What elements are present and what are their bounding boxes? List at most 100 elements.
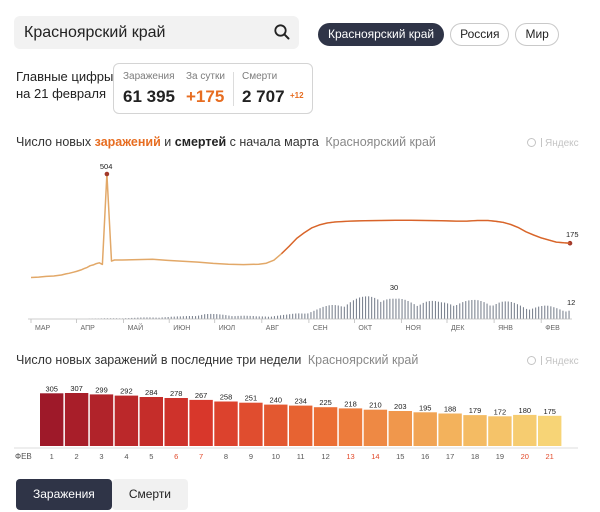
bar-category-label: 12 — [321, 452, 329, 461]
bars-chart-title-text: Число новых заражений в последние три не… — [16, 353, 302, 367]
deaths-bar — [198, 315, 200, 319]
deaths-bar — [538, 306, 540, 319]
bar-category-label: 7 — [199, 452, 203, 461]
yandex-watermark-bars: Яндекс — [527, 356, 579, 367]
deaths-bar — [188, 316, 190, 319]
deaths-bar — [568, 310, 570, 319]
bar-category-label: 11 — [297, 452, 305, 461]
search-icon[interactable] — [273, 23, 291, 41]
bar — [513, 414, 537, 446]
deaths-bar — [191, 316, 193, 319]
bar-category-label: 4 — [124, 452, 128, 461]
tab-infections[interactable]: Заражения — [16, 479, 112, 510]
deaths-bar — [395, 298, 397, 319]
deaths-bar — [425, 301, 427, 319]
deaths-bar — [474, 299, 476, 319]
bar-category-label: 20 — [521, 452, 529, 461]
deaths-bar — [343, 306, 345, 319]
deaths-bar — [371, 296, 373, 319]
deaths-bar — [228, 315, 230, 319]
deaths-bar — [459, 303, 461, 319]
deaths-bar — [161, 317, 163, 319]
stats-card: Заражения 61 395 За сутки +175 Смерти 2 … — [113, 63, 313, 114]
deaths-bar — [213, 314, 215, 319]
deaths-bar — [450, 304, 452, 319]
deaths-bar — [173, 316, 175, 319]
search-input[interactable]: Красноярский край — [24, 24, 166, 41]
main-chart: МАР АПР МАЙ ИЮН ИЮЛ АВГ СЕН ОКТ НОЯ ДЕК ЯНВ ФЕВ 504… — [28, 162, 579, 332]
bar-value-label: 195 — [419, 403, 432, 412]
bar — [363, 409, 388, 446]
deaths-bar — [146, 317, 148, 319]
deaths-bar — [431, 300, 433, 319]
deaths-bar — [404, 299, 406, 319]
deaths-bar — [471, 300, 473, 319]
bar-category-label: 2 — [75, 452, 79, 461]
deaths-bar — [334, 305, 336, 319]
deaths-bar — [219, 314, 221, 319]
metric-tabs: Заражения Смерти — [16, 479, 189, 510]
main-chart-title-prefix: Число новых — [16, 135, 92, 149]
deaths-bar — [277, 315, 279, 319]
bar-value-label: 307 — [70, 384, 83, 393]
bar-value-label: 180 — [519, 406, 532, 415]
deaths-bar — [553, 307, 555, 319]
bar-value-label: 299 — [95, 385, 108, 394]
deaths-bar — [164, 317, 166, 319]
infection-label: 504 — [100, 162, 113, 171]
month-tick-label: МАР — [35, 325, 51, 332]
deaths-bar — [477, 300, 479, 319]
deaths-bar — [292, 313, 294, 319]
deaths-bar — [498, 302, 500, 319]
deaths-bar — [237, 315, 239, 319]
main-chart-title-mid: и — [164, 135, 172, 149]
deaths-bar — [210, 313, 212, 319]
deaths-bar — [243, 315, 245, 319]
month-tick-label: ИЮН — [173, 325, 190, 332]
deaths-bar — [328, 305, 330, 319]
search-box[interactable]: Красноярский край — [14, 16, 299, 49]
deaths-bar — [134, 317, 136, 319]
deaths-bar — [261, 316, 263, 319]
deaths-bar — [550, 306, 552, 319]
bar-category-label: 21 — [546, 452, 554, 461]
deaths-bar — [246, 315, 248, 319]
deaths-bar — [492, 305, 494, 319]
deaths-bar — [440, 302, 442, 319]
deaths-bar — [522, 307, 524, 319]
bar-category-label: 19 — [496, 452, 504, 461]
yandex-logo-icon — [527, 138, 536, 147]
deaths-bar — [407, 301, 409, 319]
watermark-text: Яндекс — [545, 356, 579, 367]
tab-world[interactable]: Мир — [515, 23, 559, 46]
deaths-bar — [337, 305, 339, 319]
deaths-bar — [352, 300, 354, 319]
deaths-bar — [349, 302, 351, 319]
bar-value-label: 225 — [319, 398, 332, 407]
tab-deaths[interactable]: Смерти — [111, 479, 189, 510]
deaths-bar — [234, 316, 236, 319]
bar-value-label: 284 — [145, 388, 158, 397]
deaths-bar — [143, 317, 145, 319]
deaths-bar — [541, 306, 543, 319]
deaths-bar — [170, 316, 172, 319]
deaths-bar — [325, 306, 327, 319]
bar-category-label: 16 — [421, 452, 429, 461]
bar — [239, 402, 263, 446]
bar-category-label: 18 — [471, 452, 479, 461]
month-tick-label: ИЮЛ — [219, 325, 236, 332]
bar-value-label: 305 — [45, 384, 58, 393]
tab-krasnoyarsk[interactable]: Красноярский край — [318, 23, 445, 46]
bar-category-label: 14 — [371, 452, 379, 461]
deaths-bar — [416, 305, 418, 319]
deaths-bar — [392, 298, 394, 319]
deaths-bar — [225, 315, 227, 319]
deaths-bar — [419, 304, 421, 319]
bar — [313, 407, 338, 446]
deaths-bar — [310, 312, 312, 319]
deaths-bar — [519, 305, 521, 319]
bar-value-label: 218 — [344, 399, 357, 408]
deaths-bar — [428, 301, 430, 319]
tab-russia[interactable]: Россия — [450, 23, 510, 46]
deaths-bar — [507, 301, 509, 319]
